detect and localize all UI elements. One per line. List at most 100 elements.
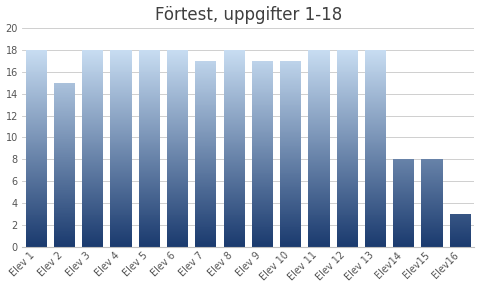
Bar bbox=[393, 166, 414, 167]
Bar bbox=[224, 121, 245, 122]
Bar bbox=[110, 201, 132, 202]
Bar bbox=[365, 201, 386, 202]
Bar bbox=[336, 211, 358, 212]
Bar bbox=[393, 222, 414, 223]
Bar bbox=[82, 166, 103, 167]
Bar bbox=[167, 242, 188, 243]
Bar bbox=[421, 202, 443, 203]
Bar bbox=[195, 154, 216, 155]
Bar bbox=[280, 135, 301, 136]
Bar bbox=[421, 169, 443, 170]
Bar bbox=[54, 176, 75, 177]
Bar bbox=[139, 124, 160, 125]
Bar bbox=[25, 238, 47, 239]
Bar bbox=[82, 213, 103, 215]
Bar bbox=[224, 241, 245, 242]
Bar bbox=[336, 134, 358, 136]
Bar bbox=[195, 213, 216, 215]
Bar bbox=[224, 233, 245, 234]
Bar bbox=[365, 122, 386, 123]
Bar bbox=[110, 56, 132, 57]
Bar bbox=[82, 191, 103, 192]
Bar bbox=[224, 190, 245, 191]
Bar bbox=[336, 167, 358, 168]
Bar bbox=[308, 219, 330, 220]
Bar bbox=[421, 168, 443, 169]
Bar bbox=[25, 165, 47, 166]
Bar bbox=[54, 172, 75, 173]
Bar bbox=[54, 158, 75, 159]
Bar bbox=[25, 77, 47, 78]
Bar bbox=[336, 133, 358, 134]
Bar bbox=[224, 195, 245, 196]
Bar bbox=[139, 103, 160, 104]
Bar bbox=[421, 192, 443, 193]
Bar bbox=[54, 209, 75, 210]
Bar bbox=[82, 103, 103, 104]
Bar bbox=[308, 98, 330, 99]
Bar bbox=[167, 177, 188, 178]
Bar bbox=[110, 151, 132, 152]
Bar bbox=[308, 198, 330, 199]
Bar bbox=[308, 213, 330, 215]
Bar bbox=[252, 224, 273, 225]
Bar bbox=[195, 127, 216, 128]
Bar bbox=[82, 104, 103, 105]
Bar bbox=[224, 232, 245, 233]
Bar bbox=[252, 193, 273, 194]
Bar bbox=[54, 106, 75, 107]
Bar bbox=[25, 52, 47, 53]
Bar bbox=[54, 96, 75, 97]
Bar bbox=[252, 171, 273, 172]
Bar bbox=[393, 186, 414, 187]
Bar bbox=[25, 110, 47, 111]
Bar bbox=[365, 158, 386, 159]
Bar bbox=[252, 238, 273, 239]
Bar bbox=[365, 89, 386, 90]
Bar bbox=[280, 127, 301, 128]
Bar bbox=[393, 228, 414, 229]
Bar bbox=[280, 191, 301, 192]
Bar bbox=[54, 227, 75, 228]
Bar bbox=[393, 167, 414, 168]
Bar bbox=[167, 209, 188, 210]
Bar bbox=[82, 150, 103, 151]
Bar bbox=[252, 226, 273, 227]
Bar bbox=[139, 50, 160, 51]
Bar bbox=[139, 78, 160, 79]
Bar bbox=[421, 206, 443, 207]
Bar bbox=[25, 139, 47, 140]
Bar bbox=[25, 114, 47, 115]
Bar bbox=[139, 168, 160, 169]
Bar bbox=[280, 217, 301, 218]
Bar bbox=[336, 75, 358, 76]
Bar bbox=[110, 79, 132, 80]
Bar bbox=[280, 107, 301, 108]
Bar bbox=[393, 227, 414, 228]
Bar bbox=[167, 134, 188, 136]
Bar bbox=[54, 222, 75, 223]
Bar bbox=[25, 245, 47, 246]
Bar bbox=[139, 219, 160, 220]
Bar bbox=[336, 80, 358, 82]
Bar bbox=[25, 194, 47, 195]
Bar bbox=[54, 98, 75, 99]
Bar bbox=[195, 78, 216, 79]
Bar bbox=[252, 195, 273, 196]
Bar bbox=[421, 240, 443, 241]
Bar bbox=[280, 204, 301, 205]
Bar bbox=[110, 224, 132, 225]
Bar bbox=[82, 109, 103, 110]
Bar bbox=[224, 105, 245, 106]
Bar bbox=[393, 218, 414, 219]
Bar bbox=[336, 160, 358, 161]
Bar bbox=[308, 54, 330, 55]
Bar bbox=[82, 96, 103, 97]
Bar bbox=[25, 113, 47, 114]
Bar bbox=[308, 236, 330, 237]
Bar bbox=[336, 56, 358, 57]
Bar bbox=[54, 139, 75, 140]
Bar bbox=[224, 150, 245, 151]
Bar bbox=[110, 98, 132, 99]
Bar bbox=[110, 244, 132, 245]
